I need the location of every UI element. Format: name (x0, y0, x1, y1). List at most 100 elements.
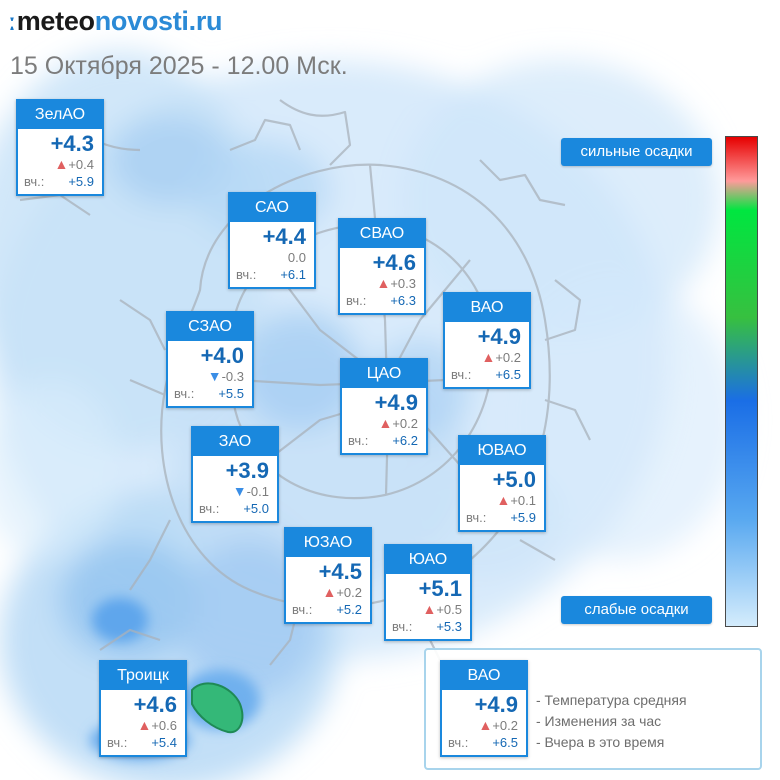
trend-up-icon: ▲ (481, 349, 496, 365)
yesterday-label: вч.: (346, 293, 367, 308)
district-temperature: +4.9 (477, 324, 521, 349)
legend-descriptions: - Температура средняя - Изменения за час… (536, 690, 687, 753)
hourly-change: ▲+0.2 (286, 584, 370, 601)
district-card-yuzao[interactable]: ЮЗАО +4.5 ▲+0.2 вч.: +5.2 (284, 527, 372, 624)
yesterday-value: +6.1 (280, 267, 306, 282)
hourly-change: ▲+0.5 (386, 601, 470, 618)
district-temperature: +4.6 (372, 250, 416, 275)
district-temperature: +4.3 (50, 131, 94, 156)
legend-line-hourly-change: - Изменения за час (536, 713, 662, 729)
yesterday-row: вч.: +6.5 (442, 733, 526, 755)
legend-line-yesterday: - Вчера в это время (536, 734, 665, 750)
district-name: ВАО (445, 294, 529, 322)
yesterday-value: +6.5 (492, 735, 518, 750)
yesterday-row: вч.: +5.9 (460, 508, 544, 530)
district-name: САО (230, 194, 314, 222)
trend-down-icon: ▼ (232, 483, 247, 499)
district-name: ЗАО (193, 428, 277, 456)
hourly-change-value: 0.0 (287, 250, 306, 265)
district-name: ЮАО (386, 546, 470, 574)
logo-mark-icon: ː (8, 9, 16, 36)
trend-up-icon: ▲ (376, 275, 391, 291)
yesterday-value: +5.5 (218, 386, 244, 401)
hourly-change: ▲+0.4 (18, 156, 102, 173)
district-temperature: +3.9 (225, 458, 269, 483)
hourly-change-value: +0.5 (436, 602, 462, 617)
hourly-change-value: +0.6 (151, 718, 177, 733)
district-name: ЮЗАО (286, 529, 370, 557)
yesterday-row: вч.: +5.2 (286, 600, 370, 622)
precipitation-scale-bar (725, 136, 758, 627)
logo-text-dark: meteo (16, 6, 95, 36)
yesterday-row: вч.: +5.3 (386, 617, 470, 639)
hourly-change-value: +0.4 (68, 157, 94, 172)
yesterday-label: вч.: (236, 267, 257, 282)
district-name: Троицк (101, 662, 185, 690)
district-card-zao[interactable]: ЗАО +3.9 ▼-0.1 вч.: +5.0 (191, 426, 279, 523)
yesterday-row: вч.: +5.4 (101, 733, 185, 755)
hourly-change: ▼-0.1 (193, 483, 277, 500)
yesterday-value: +5.9 (510, 510, 536, 525)
trend-up-icon: ▲ (478, 717, 493, 733)
hourly-change-value: +0.2 (336, 585, 362, 600)
district-card-szao[interactable]: СЗАО +4.0 ▼-0.3 вч.: +5.5 (166, 311, 254, 408)
district-card-cao[interactable]: ЦАО +4.9 ▲+0.2 вч.: +6.2 (340, 358, 428, 455)
hourly-change: ▼-0.3 (168, 368, 252, 385)
hourly-change-value: +0.3 (390, 276, 416, 291)
logo-text-blue: novosti.ru (94, 6, 223, 36)
district-card-troitsk[interactable]: Троицк +4.6 ▲+0.6 вч.: +5.4 (99, 660, 187, 757)
yesterday-label: вч.: (348, 433, 369, 448)
district-name: СЗАО (168, 313, 252, 341)
trend-up-icon: ▲ (137, 717, 152, 733)
yesterday-label: вч.: (174, 386, 195, 401)
district-name: ЮВАО (460, 437, 544, 465)
hourly-change-value: -0.3 (221, 369, 244, 384)
yesterday-label: вч.: (199, 501, 220, 516)
yesterday-label: вч.: (448, 735, 469, 750)
yesterday-label: вч.: (392, 619, 413, 634)
hourly-change: ▲+0.2 (445, 349, 529, 366)
legend-sample-card: ВАО +4.9 ▲+0.2 вч.: +6.5 (440, 660, 528, 757)
yesterday-row: вч.: +5.9 (18, 172, 102, 194)
hourly-change: ▲+0.1 (460, 492, 544, 509)
hourly-change-value: +0.2 (492, 718, 518, 733)
yesterday-value: +5.4 (151, 735, 177, 750)
forecast-datetime: 15 Октября 2025 - 12.00 Мск. (10, 52, 348, 80)
yesterday-value: +5.9 (68, 174, 94, 189)
site-logo[interactable]: ːmeteonovosti.ru (8, 6, 223, 37)
district-name: ВАО (442, 662, 526, 690)
yesterday-value: +6.5 (495, 367, 521, 382)
district-temperature: +4.9 (374, 390, 418, 415)
trend-up-icon: ▲ (422, 601, 437, 617)
trend-up-icon: ▲ (54, 156, 69, 172)
yesterday-row: вч.: +5.0 (193, 499, 277, 521)
district-card-yuvao[interactable]: ЮВАО +5.0 ▲+0.1 вч.: +5.9 (458, 435, 546, 532)
district-card-vao[interactable]: ВАО +4.9 ▲+0.2 вч.: +6.5 (443, 292, 531, 389)
hourly-change: ▲+0.2 (442, 717, 526, 734)
yesterday-label: вч.: (24, 174, 45, 189)
yesterday-value: +5.0 (243, 501, 269, 516)
yesterday-value: +5.3 (436, 619, 462, 634)
scale-label-heavy: сильные осадки (561, 138, 712, 166)
yesterday-row: вч.: +6.5 (445, 365, 529, 387)
hourly-change: 0.0 (230, 249, 314, 265)
yesterday-label: вч.: (107, 735, 128, 750)
district-temperature: +4.6 (133, 692, 177, 717)
district-card-svao[interactable]: СВАО +4.6 ▲+0.3 вч.: +6.3 (338, 218, 426, 315)
yesterday-label: вч.: (466, 510, 487, 525)
hourly-change-value: +0.2 (392, 416, 418, 431)
yesterday-value: +6.2 (392, 433, 418, 448)
district-temperature: +5.1 (418, 576, 462, 601)
hourly-change-value: +0.1 (510, 493, 536, 508)
trend-down-icon: ▼ (207, 368, 222, 384)
district-temperature: +4.0 (200, 343, 244, 368)
yesterday-value: +6.3 (390, 293, 416, 308)
district-name: ЗелАО (18, 101, 102, 129)
hourly-change-value: -0.1 (246, 484, 269, 499)
district-temperature: +4.5 (318, 559, 362, 584)
district-card-sao[interactable]: САО +4.4 0.0 вч.: +6.1 (228, 192, 316, 289)
district-card-zelao[interactable]: ЗелАО +4.3 ▲+0.4 вч.: +5.9 (16, 99, 104, 196)
yesterday-value: +5.2 (336, 602, 362, 617)
green-precipitation-area (191, 682, 244, 734)
district-card-yuao[interactable]: ЮАО +5.1 ▲+0.5 вч.: +5.3 (384, 544, 472, 641)
